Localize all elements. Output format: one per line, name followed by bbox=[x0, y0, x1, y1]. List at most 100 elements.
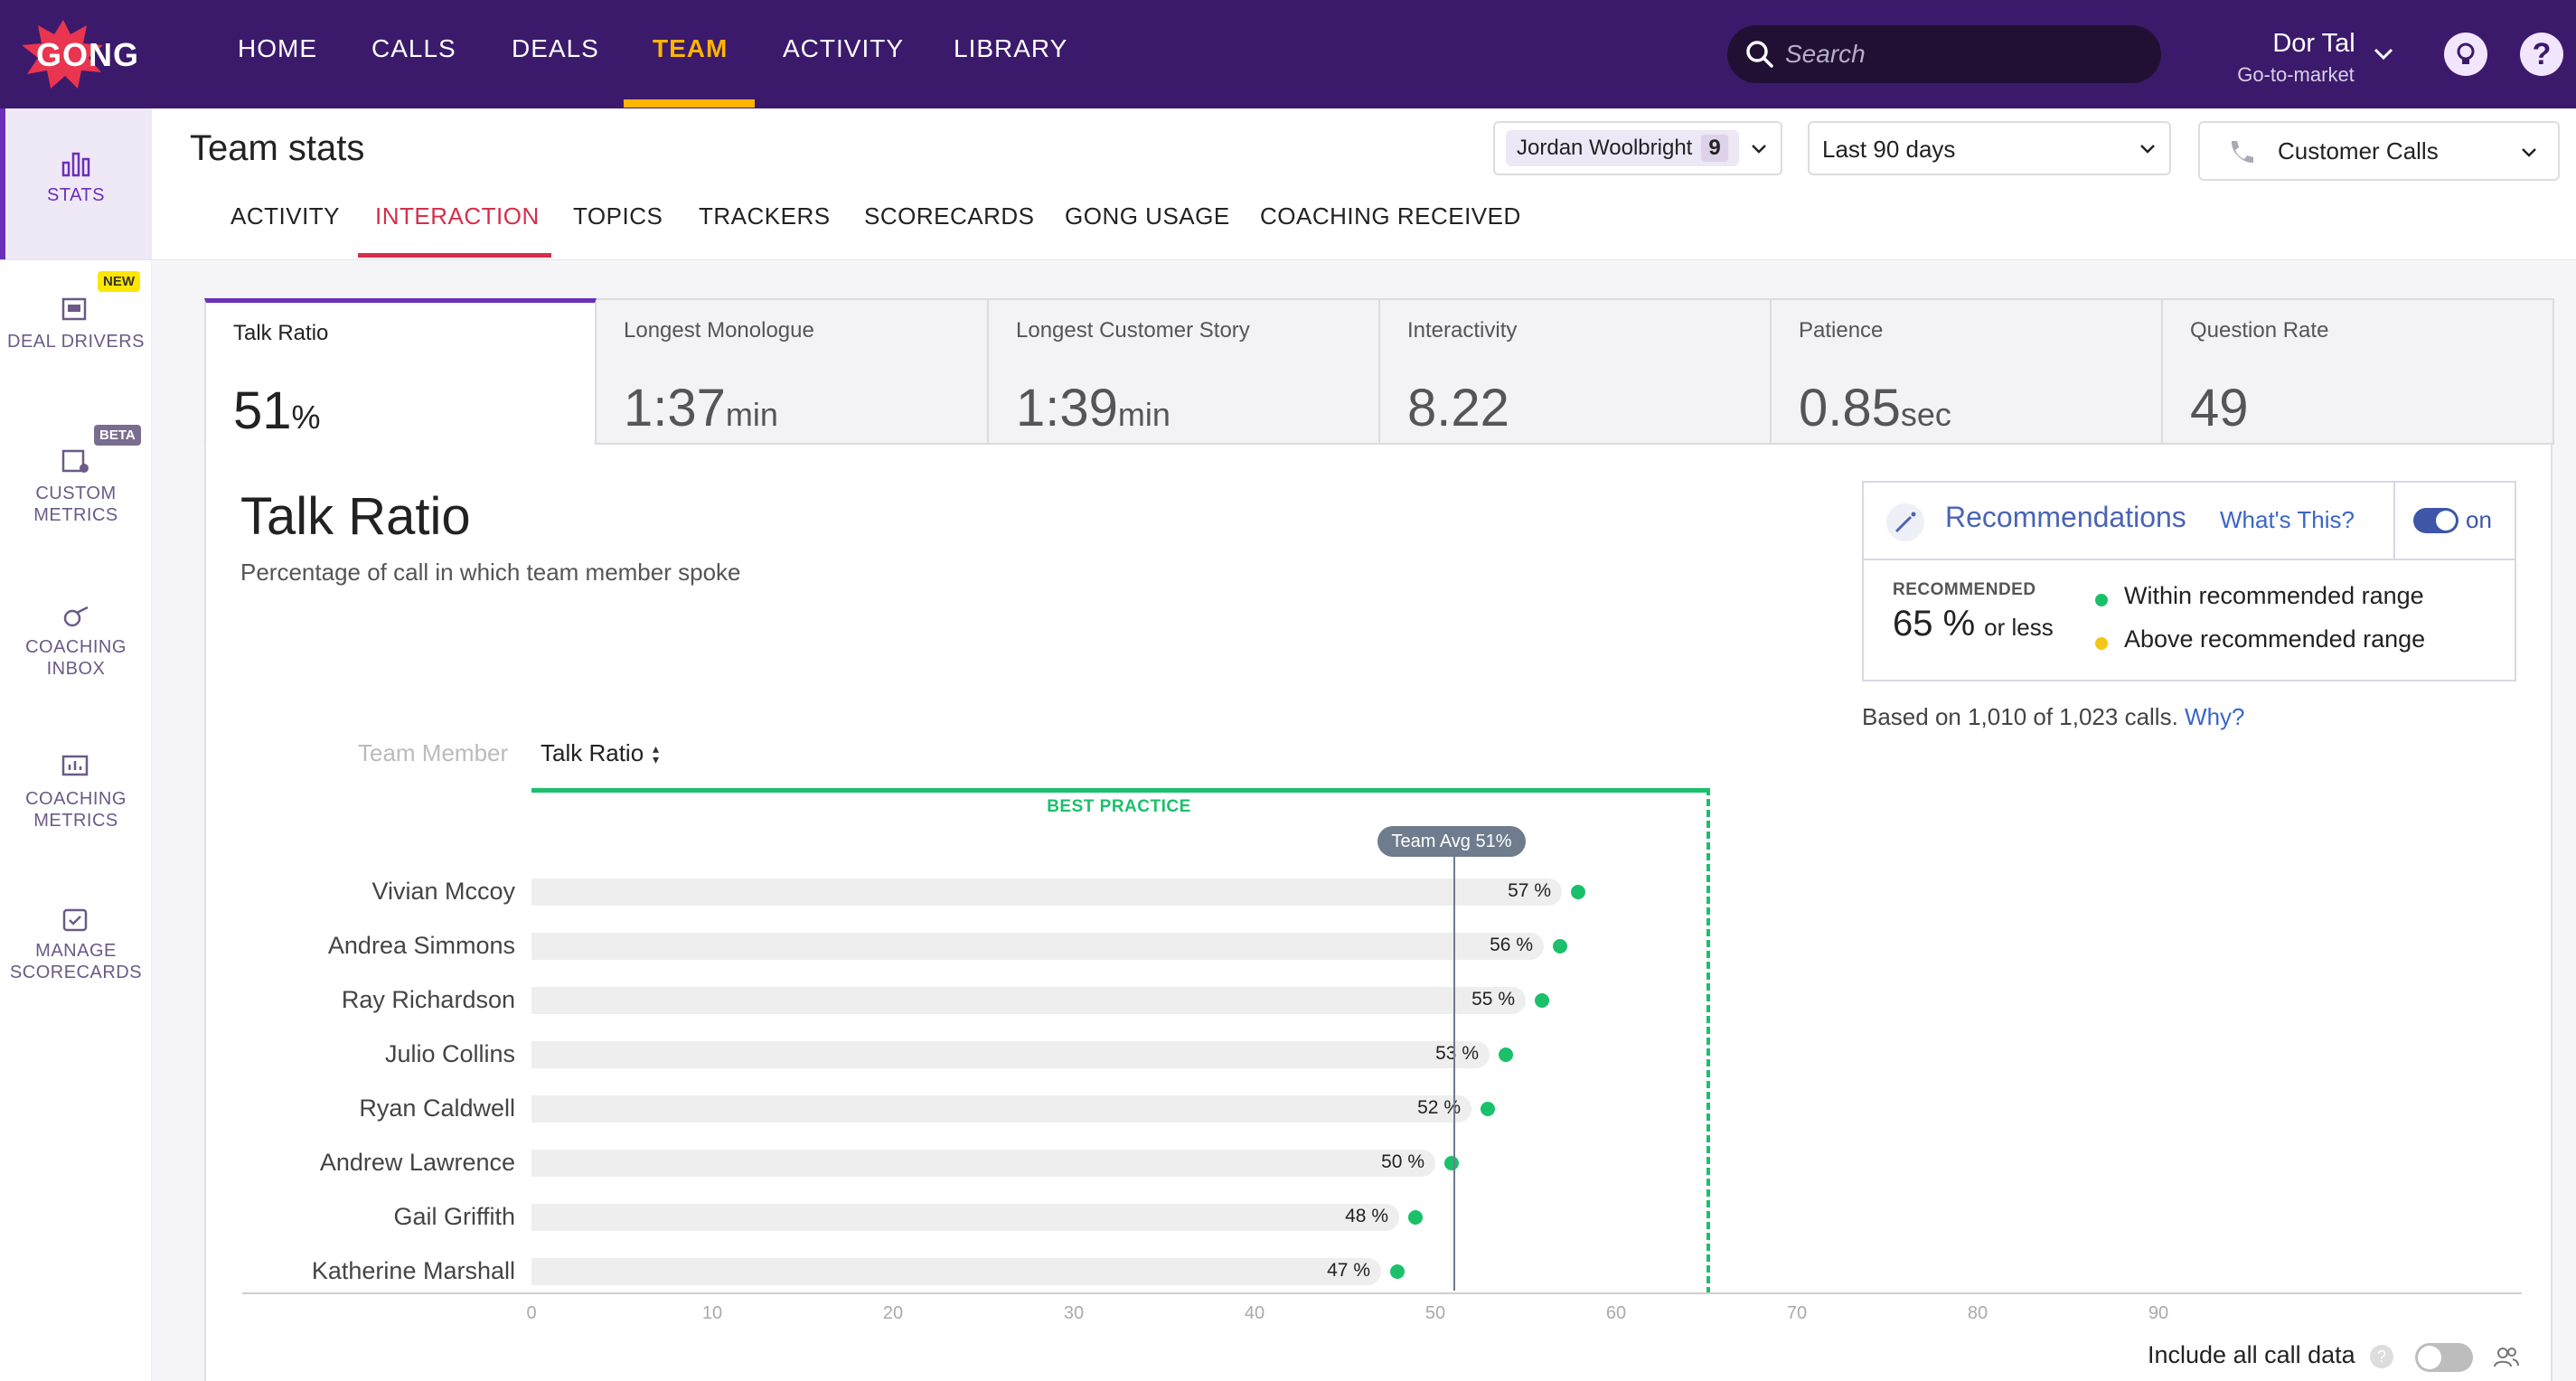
metric-value: 1:37min bbox=[624, 379, 778, 437]
bar[interactable] bbox=[531, 1150, 1435, 1177]
bar-label[interactable]: Katherine Marshall bbox=[311, 1257, 515, 1284]
logo-burst-icon bbox=[22, 20, 103, 89]
sidebar-item-coaching-metrics[interactable]: COACHING METRICS bbox=[0, 754, 152, 831]
recommendations-title: Recommendations bbox=[1945, 501, 2186, 533]
nav-activity[interactable]: ACTIVITY bbox=[783, 34, 905, 62]
gong-logo[interactable]: GONG bbox=[18, 18, 138, 90]
bar-label[interactable]: Gail Griffith bbox=[393, 1203, 515, 1230]
bar[interactable] bbox=[531, 1041, 1490, 1068]
metric-tab-patience[interactable]: Patience 0.85sec bbox=[1772, 298, 2163, 445]
bar[interactable] bbox=[531, 987, 1526, 1014]
bar[interactable] bbox=[531, 1204, 1399, 1231]
bar-label[interactable]: Ray Richardson bbox=[341, 986, 515, 1013]
tab-gong-usage[interactable]: GONG USAGE bbox=[1065, 202, 1230, 230]
metric-tab-question-rate[interactable]: Question Rate 49 bbox=[2163, 298, 2554, 445]
whats-this-link[interactable]: What's This? bbox=[2220, 506, 2355, 533]
date-range-select[interactable]: Last 90 days bbox=[1808, 121, 2171, 175]
column-header-team-member[interactable]: Team Member bbox=[358, 739, 509, 766]
bar-point bbox=[1553, 939, 1567, 954]
date-range-value: Last 90 days bbox=[1822, 136, 1956, 163]
nav-deals[interactable]: DEALS bbox=[512, 34, 599, 62]
sidebar-active-highlight bbox=[0, 108, 152, 260]
bar[interactable] bbox=[531, 933, 1544, 960]
bar[interactable] bbox=[531, 878, 1562, 906]
sidebar-item-deal-drivers[interactable]: DEAL DRIVERS bbox=[0, 296, 152, 352]
toggle-knob bbox=[2418, 1346, 2441, 1369]
x-tick-label: 20 bbox=[882, 1303, 904, 1323]
x-tick-label: 30 bbox=[1063, 1303, 1085, 1323]
nav-home[interactable]: HOME bbox=[238, 34, 317, 62]
recommended-value: 65 % or less bbox=[1893, 604, 2054, 644]
top-navigation-bar: GONG HOME CALLS DEALS TEAM ACTIVITY LIBR… bbox=[0, 0, 2576, 108]
bar-point bbox=[1408, 1210, 1423, 1225]
users-icon[interactable] bbox=[2493, 1345, 2520, 1370]
bar[interactable] bbox=[531, 1258, 1381, 1285]
recommendations-header: Recommendations What's This? on bbox=[1864, 483, 2515, 560]
help-icon[interactable]: ? bbox=[2370, 1345, 2393, 1368]
sidebar-label-stats: STATS bbox=[47, 185, 105, 205]
recommendations-toggle[interactable] bbox=[2413, 508, 2458, 533]
team-member-filter[interactable]: Jordan Woolbright 9 bbox=[1493, 121, 1782, 175]
best-practice-label: BEST PRACTICE bbox=[1047, 797, 1191, 816]
bar-label[interactable]: Andrea Simmons bbox=[327, 932, 515, 959]
help-icon[interactable]: ? bbox=[2520, 33, 2563, 76]
x-tick-label: 40 bbox=[1244, 1303, 1265, 1323]
x-tick-label: 80 bbox=[1967, 1303, 1988, 1323]
member-count-badge: 9 bbox=[1701, 135, 1728, 162]
user-name: Dor Tal bbox=[2272, 29, 2355, 58]
bar-value-label: 47 % bbox=[1327, 1260, 1370, 1281]
tab-coaching-received[interactable]: COACHING RECEIVED bbox=[1260, 202, 1521, 230]
best-practice-range-line bbox=[531, 788, 1710, 793]
call-type-select[interactable]: Customer Calls bbox=[2198, 121, 2560, 181]
metric-tab-longest-customer-story[interactable]: Longest Customer Story 1:39min bbox=[989, 298, 1380, 445]
sidebar-item-manage-scorecards[interactable]: MANAGE SCORECARDS bbox=[0, 906, 152, 983]
sidebar-label-coaching-inbox: COACHING INBOX bbox=[25, 637, 127, 679]
custom-metrics-icon bbox=[61, 449, 89, 473]
metric-tab-longest-monologue[interactable]: Longest Monologue 1:37min bbox=[597, 298, 989, 445]
tab-activity[interactable]: ACTIVITY bbox=[230, 202, 341, 230]
metric-value: 49 bbox=[2190, 379, 2249, 437]
bar[interactable] bbox=[531, 1095, 1471, 1123]
legend-above: Above recommended range bbox=[2124, 625, 2426, 653]
member-pill: Jordan Woolbright 9 bbox=[1506, 130, 1739, 166]
nav-team[interactable]: TEAM bbox=[653, 34, 729, 62]
left-sidebar: STATS NEW DEAL DRIVERS BETA CUSTOM METRI… bbox=[0, 108, 152, 1381]
nav-calls[interactable]: CALLS bbox=[371, 34, 456, 62]
bar-label[interactable]: Julio Collins bbox=[384, 1040, 515, 1067]
sidebar-item-custom-metrics[interactable]: CUSTOM METRICS bbox=[0, 448, 152, 526]
bar-point bbox=[1481, 1102, 1495, 1116]
sidebar-item-coaching-inbox[interactable]: COACHING INBOX bbox=[0, 602, 152, 680]
tab-trackers[interactable]: TRACKERS bbox=[699, 202, 831, 230]
nav-library[interactable]: LIBRARY bbox=[954, 34, 1068, 62]
sidebar-item-stats[interactable]: STATS bbox=[0, 148, 152, 206]
metric-tab-interactivity[interactable]: Interactivity 8.22 bbox=[1380, 298, 1772, 445]
subtab-active-indicator bbox=[358, 253, 551, 258]
tab-topics[interactable]: TOPICS bbox=[573, 202, 663, 230]
metric-value: 51% bbox=[233, 381, 321, 440]
bar-point bbox=[1390, 1264, 1405, 1279]
bar-chart-icon bbox=[61, 152, 90, 177]
lightbulb-icon bbox=[2457, 42, 2475, 64]
bar-label[interactable]: Andrew Lawrence bbox=[319, 1149, 515, 1176]
search-icon bbox=[1746, 41, 1773, 68]
metric-label: Interactivity bbox=[1407, 318, 1518, 343]
tab-interaction[interactable]: INTERACTION bbox=[375, 202, 540, 230]
member-name: Jordan Woolbright bbox=[1517, 136, 1693, 160]
include-all-call-data-toggle[interactable] bbox=[2415, 1343, 2473, 1372]
metric-label: Patience bbox=[1799, 318, 1884, 343]
stats-subtabs: ACTIVITY INTERACTION TOPICS TRACKERS SCO… bbox=[0, 190, 2576, 260]
bar-value-label: 56 % bbox=[1490, 935, 1533, 955]
bar-label[interactable]: Vivian Mccoy bbox=[371, 878, 515, 905]
lightbulb-button[interactable] bbox=[2444, 33, 2487, 76]
bar-point bbox=[1535, 993, 1549, 1008]
column-header-talk-ratio[interactable]: Talk Ratio bbox=[541, 739, 644, 766]
recommended-label: RECOMMENDED bbox=[1893, 580, 2036, 599]
search-input[interactable]: Search bbox=[1727, 25, 2161, 83]
bar-label[interactable]: Ryan Caldwell bbox=[359, 1094, 515, 1122]
tab-scorecards[interactable]: SCORECARDS bbox=[864, 202, 1035, 230]
chart-title: Talk Ratio bbox=[240, 487, 471, 546]
bar-value-label: 50 % bbox=[1381, 1151, 1424, 1172]
sort-icon[interactable]: ▴ ▾ bbox=[653, 741, 660, 766]
metric-tab-talk-ratio[interactable]: Talk Ratio 51% bbox=[204, 298, 597, 445]
why-link[interactable]: Why? bbox=[2185, 703, 2245, 730]
